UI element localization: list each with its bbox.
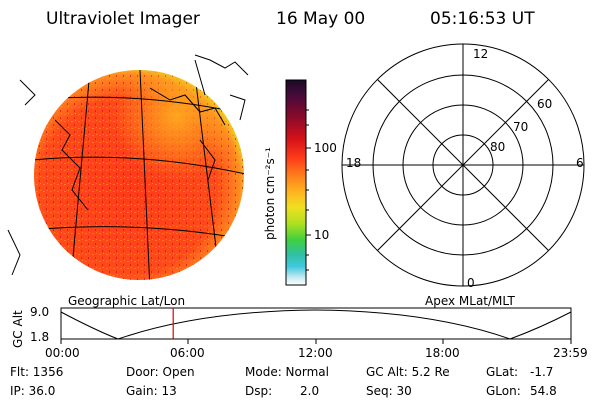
seq-value: Seq: 30 (366, 384, 412, 398)
gc-alt-value: GC Alt: 5.2 Re (366, 365, 450, 379)
colorbar (285, 79, 311, 286)
x-tick-0600: 06:00 (170, 346, 205, 360)
y-tick-1-8: 1.8 (30, 330, 50, 344)
glon-label: GLon: (486, 384, 521, 398)
y-tick-9: 9.0 (30, 305, 50, 319)
mode-value: Mode: Normal (245, 365, 329, 379)
app-title: Ultraviolet Imager (46, 9, 200, 29)
dsp-value: 2.0 (300, 384, 320, 398)
orbit-panel (60, 307, 572, 344)
colorbar-tick-10: 10 (314, 228, 330, 242)
geographic-label: Geographic Lat/Lon (68, 294, 186, 308)
lat-label-70: 70 (513, 120, 529, 134)
mlt-label-6: 6 (576, 156, 584, 170)
mlt-label-18: 18 (346, 156, 362, 170)
lat-label-60: 60 (537, 97, 553, 111)
door-status: Door: Open (126, 365, 195, 379)
date-label: 16 May 00 (276, 9, 366, 29)
colorbar-tick-100: 100 (314, 141, 337, 155)
lat-label-80: 80 (490, 140, 506, 154)
glat-label: GLat: (486, 365, 519, 379)
x-tick-2359: 23:59 (553, 346, 588, 360)
glon-value: 54.8 (530, 384, 557, 398)
apex-label: Apex MLat/MLT (425, 294, 515, 308)
colorbar-unit-label: photon cm⁻²s⁻¹ (263, 147, 277, 240)
gain-value: Gain: 13 (126, 384, 177, 398)
x-tick-1200: 12:00 (298, 346, 333, 360)
mlt-label-0: 0 (467, 276, 475, 290)
x-tick-1800: 18:00 (425, 346, 460, 360)
ip-value: IP: 36.0 (10, 384, 56, 398)
flt-value: Flt: 1356 (10, 365, 64, 379)
x-tick-0000: 00:00 (45, 346, 80, 360)
mlt-label-12: 12 (473, 47, 489, 61)
dsp-label: Dsp: (245, 384, 273, 398)
polar-plot (341, 43, 585, 287)
time-label: 05:16:53 UT (430, 9, 535, 29)
imager-disk (7, 54, 249, 280)
gc-alt-axis-label: GC Alt (11, 310, 25, 348)
glat-value: -1.7 (530, 365, 554, 379)
